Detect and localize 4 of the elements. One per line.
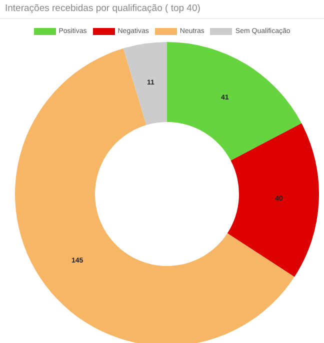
chart-title: Interações recebidas por qualificação ( top 40) xyxy=(0,0,324,19)
donut-slice xyxy=(123,42,167,126)
donut-slice xyxy=(167,42,302,161)
donut-slice xyxy=(227,123,319,277)
